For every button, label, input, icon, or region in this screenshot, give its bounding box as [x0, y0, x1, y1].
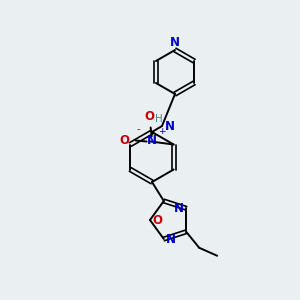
- Text: O: O: [152, 214, 162, 226]
- Text: N: N: [166, 232, 176, 245]
- Text: H: H: [155, 114, 163, 124]
- Text: -: -: [137, 124, 140, 134]
- Text: N: N: [147, 134, 157, 147]
- Text: O: O: [145, 110, 155, 122]
- Text: +: +: [158, 127, 165, 136]
- Text: N: N: [165, 121, 175, 134]
- Text: N: N: [170, 36, 180, 49]
- Text: O: O: [120, 134, 130, 147]
- Text: N: N: [174, 202, 184, 215]
